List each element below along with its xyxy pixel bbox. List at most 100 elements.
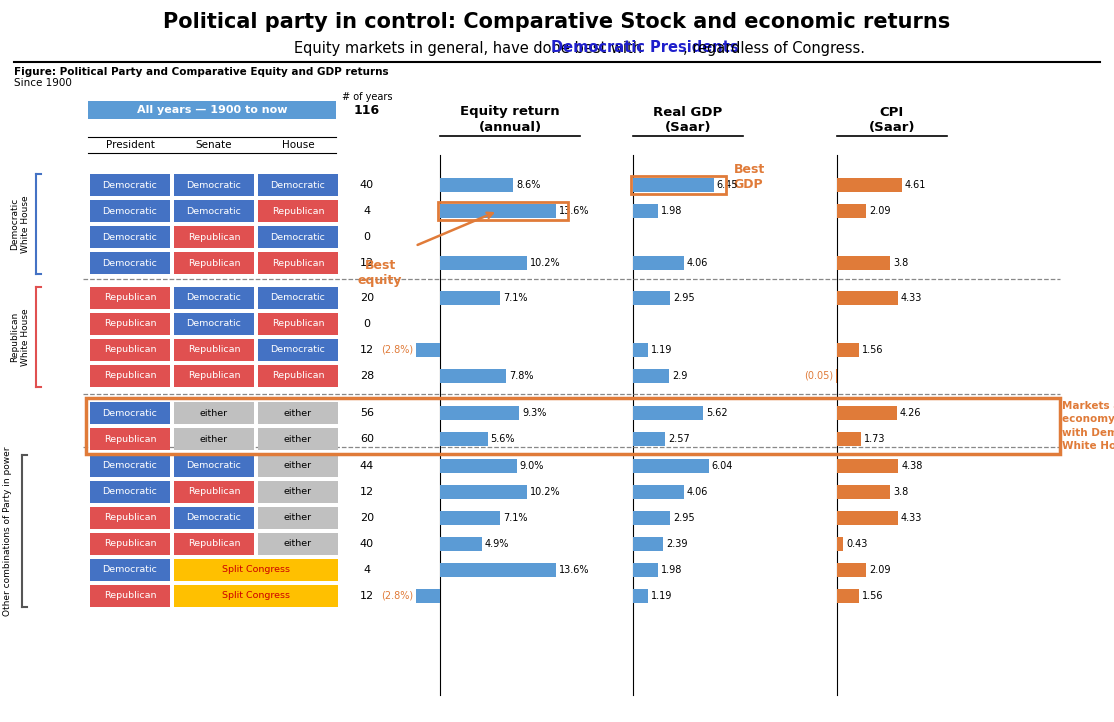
Text: Democratic: Democratic xyxy=(186,294,242,303)
Text: Split Congress: Split Congress xyxy=(222,591,290,601)
FancyBboxPatch shape xyxy=(258,428,338,450)
Text: either: either xyxy=(284,461,312,471)
FancyBboxPatch shape xyxy=(258,533,338,555)
Text: 56: 56 xyxy=(360,408,374,418)
FancyBboxPatch shape xyxy=(258,365,338,387)
Text: 12: 12 xyxy=(360,591,374,601)
Text: 0: 0 xyxy=(363,232,371,242)
FancyBboxPatch shape xyxy=(174,174,254,196)
Text: Republican: Republican xyxy=(272,372,324,380)
FancyBboxPatch shape xyxy=(633,511,670,525)
Text: 10.2%: 10.2% xyxy=(529,487,560,497)
Text: Republican: Republican xyxy=(104,346,156,355)
FancyBboxPatch shape xyxy=(633,343,648,357)
FancyBboxPatch shape xyxy=(837,343,859,357)
FancyBboxPatch shape xyxy=(633,537,663,551)
FancyBboxPatch shape xyxy=(633,563,657,577)
FancyBboxPatch shape xyxy=(90,559,170,581)
FancyBboxPatch shape xyxy=(440,432,488,446)
Text: Democratic: Democratic xyxy=(186,206,242,215)
FancyBboxPatch shape xyxy=(633,589,648,603)
Text: 1.19: 1.19 xyxy=(651,345,672,355)
Text: 10.2%: 10.2% xyxy=(529,258,560,268)
FancyBboxPatch shape xyxy=(174,481,254,503)
Text: Equity markets in general, have done best with: Equity markets in general, have done bes… xyxy=(294,40,647,56)
Text: Democratic: Democratic xyxy=(271,180,325,189)
Text: Democratic: Democratic xyxy=(102,180,157,189)
FancyBboxPatch shape xyxy=(174,428,254,450)
FancyBboxPatch shape xyxy=(174,455,254,477)
Text: Democratic: Democratic xyxy=(102,461,157,471)
Text: 5.6%: 5.6% xyxy=(490,434,515,444)
Text: Democratic: Democratic xyxy=(186,180,242,189)
Text: 13.6%: 13.6% xyxy=(558,206,589,216)
FancyBboxPatch shape xyxy=(837,459,898,473)
Text: Democratic: Democratic xyxy=(102,487,157,497)
Text: 1.73: 1.73 xyxy=(864,434,886,444)
FancyBboxPatch shape xyxy=(90,402,170,424)
Text: 2.09: 2.09 xyxy=(869,206,891,216)
FancyBboxPatch shape xyxy=(90,455,170,477)
Text: House: House xyxy=(282,140,314,150)
FancyBboxPatch shape xyxy=(258,252,338,274)
FancyBboxPatch shape xyxy=(90,481,170,503)
FancyBboxPatch shape xyxy=(633,204,657,218)
FancyBboxPatch shape xyxy=(633,459,709,473)
Text: 9.0%: 9.0% xyxy=(519,461,544,471)
FancyBboxPatch shape xyxy=(417,343,440,357)
Text: Republican: Republican xyxy=(272,258,324,267)
FancyBboxPatch shape xyxy=(90,200,170,222)
FancyBboxPatch shape xyxy=(837,178,901,192)
Text: either: either xyxy=(284,409,312,417)
Text: 4.26: 4.26 xyxy=(900,408,921,418)
FancyBboxPatch shape xyxy=(90,533,170,555)
FancyBboxPatch shape xyxy=(837,589,859,603)
Text: 44: 44 xyxy=(360,461,374,471)
Text: Republican: Republican xyxy=(104,513,156,523)
Text: either: either xyxy=(284,435,312,443)
FancyBboxPatch shape xyxy=(174,200,254,222)
Text: 7.1%: 7.1% xyxy=(504,293,528,303)
Text: (2.8%): (2.8%) xyxy=(381,345,413,355)
FancyBboxPatch shape xyxy=(90,226,170,248)
Text: 12: 12 xyxy=(360,258,374,268)
FancyBboxPatch shape xyxy=(174,339,254,361)
FancyBboxPatch shape xyxy=(90,174,170,196)
FancyBboxPatch shape xyxy=(174,585,338,607)
FancyBboxPatch shape xyxy=(174,365,254,387)
Text: either: either xyxy=(284,513,312,523)
FancyBboxPatch shape xyxy=(90,339,170,361)
FancyBboxPatch shape xyxy=(174,559,338,581)
Text: Best
equity: Best equity xyxy=(358,259,402,287)
FancyBboxPatch shape xyxy=(258,287,338,309)
Text: 4.33: 4.33 xyxy=(900,293,922,303)
Text: 7.8%: 7.8% xyxy=(509,371,534,381)
Text: Other combinations of Party in power: Other combinations of Party in power xyxy=(3,446,12,616)
Text: Republican: Republican xyxy=(188,487,241,497)
FancyBboxPatch shape xyxy=(174,507,254,529)
Text: , regardless of Congress.: , regardless of Congress. xyxy=(683,40,866,56)
Text: 12: 12 xyxy=(360,345,374,355)
Text: Democratic: Democratic xyxy=(102,409,157,417)
Text: Political party in control: Comparative Stock and economic returns: Political party in control: Comparative … xyxy=(164,12,950,32)
Text: Democratic: Democratic xyxy=(102,232,157,241)
Text: 1.19: 1.19 xyxy=(651,591,672,601)
Text: 4.06: 4.06 xyxy=(686,258,709,268)
Text: Democratic: Democratic xyxy=(186,320,242,329)
Text: 4.9%: 4.9% xyxy=(485,539,509,549)
FancyBboxPatch shape xyxy=(837,204,867,218)
Text: either: either xyxy=(284,539,312,549)
FancyBboxPatch shape xyxy=(633,485,684,499)
Text: # of years: # of years xyxy=(342,92,392,102)
FancyBboxPatch shape xyxy=(258,402,338,424)
Text: Democratic: Democratic xyxy=(186,461,242,471)
FancyBboxPatch shape xyxy=(837,537,843,551)
Text: 1.56: 1.56 xyxy=(862,345,883,355)
Text: 20: 20 xyxy=(360,293,374,303)
FancyBboxPatch shape xyxy=(633,369,670,383)
FancyBboxPatch shape xyxy=(258,455,338,477)
FancyBboxPatch shape xyxy=(90,585,170,607)
Text: Best
GDP: Best GDP xyxy=(734,163,765,191)
Text: Figure: Political Party and Comparative Equity and GDP returns: Figure: Political Party and Comparative … xyxy=(14,67,389,77)
FancyBboxPatch shape xyxy=(88,101,336,119)
